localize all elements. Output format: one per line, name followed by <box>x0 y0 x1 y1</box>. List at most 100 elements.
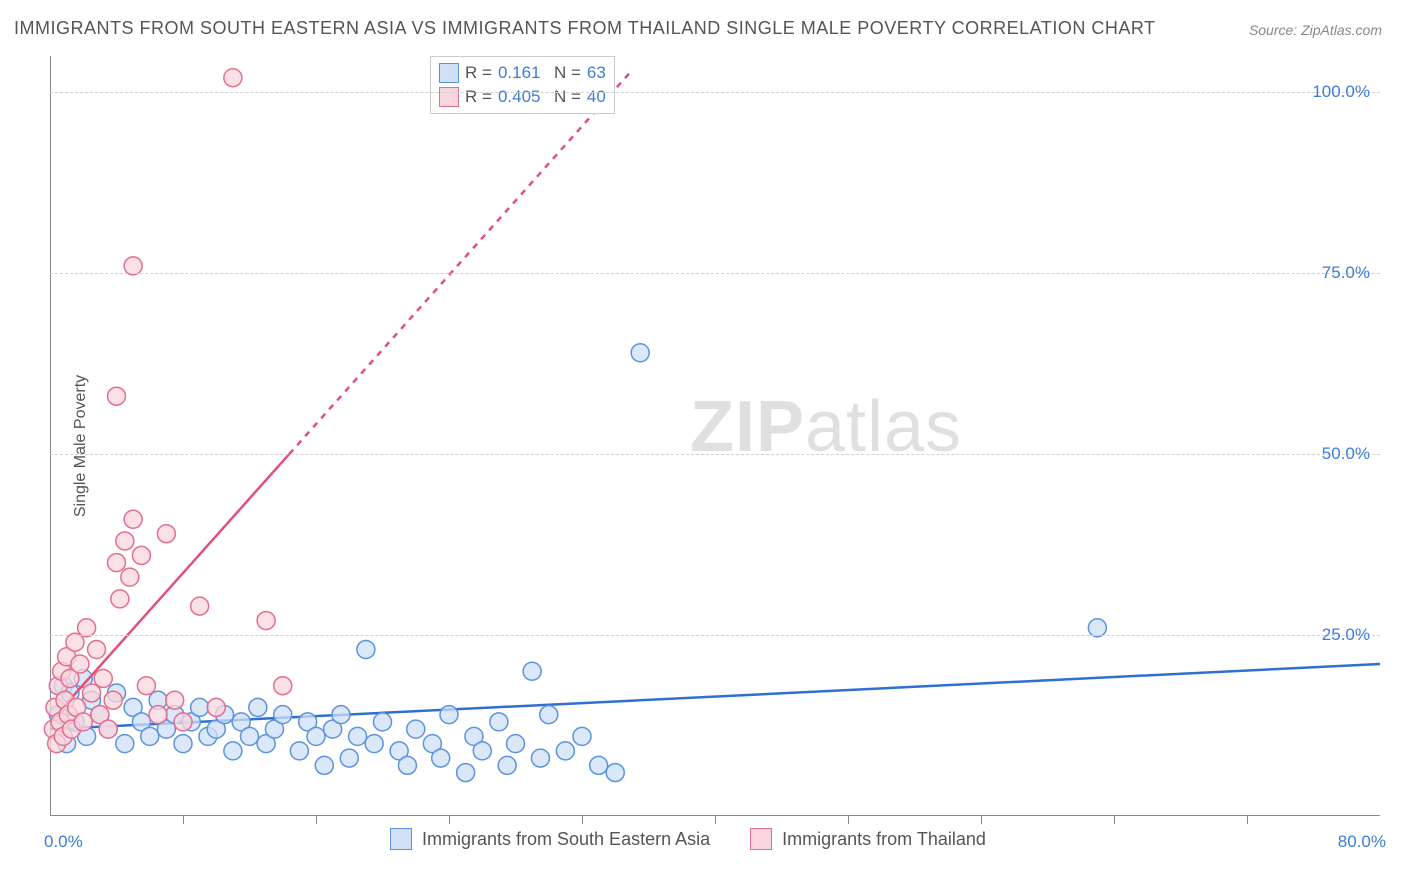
data-point <box>166 691 184 709</box>
data-point <box>241 727 259 745</box>
data-point <box>108 387 126 405</box>
data-point <box>116 735 134 753</box>
series-legend: Immigrants from South Eastern Asia Immig… <box>390 828 986 850</box>
data-point <box>88 641 106 659</box>
legend-swatch-blue <box>439 63 459 83</box>
r-label: R = <box>465 61 492 85</box>
data-point <box>498 756 516 774</box>
y-tick-label: 25.0% <box>1322 625 1370 645</box>
r-label: R = <box>465 85 492 109</box>
plot-area: ZIPatlas R = 0.161 N = 63 R = 0.405 N = … <box>50 56 1380 816</box>
y-tick-label: 100.0% <box>1312 82 1370 102</box>
data-point <box>573 727 591 745</box>
data-point <box>432 749 450 767</box>
data-point <box>191 698 209 716</box>
correlation-legend: R = 0.161 N = 63 R = 0.405 N = 40 <box>430 56 615 114</box>
grid-line <box>50 454 1380 455</box>
legend-row-blue: R = 0.161 N = 63 <box>439 61 606 85</box>
series-swatch-pink <box>750 828 772 850</box>
data-point <box>108 554 126 572</box>
grid-line <box>50 635 1380 636</box>
n-value-pink: 40 <box>587 85 606 109</box>
series-label-blue: Immigrants from South Eastern Asia <box>422 829 710 850</box>
data-point <box>257 612 275 630</box>
data-point <box>224 742 242 760</box>
data-point <box>71 655 89 673</box>
data-point <box>137 677 155 695</box>
data-point <box>606 764 624 782</box>
data-point <box>315 756 333 774</box>
data-point <box>457 764 475 782</box>
y-tick-label: 75.0% <box>1322 263 1370 283</box>
r-value-pink: 0.405 <box>498 85 548 109</box>
trend-line-solid <box>50 454 289 722</box>
x-tick <box>1114 816 1115 824</box>
data-point <box>523 662 541 680</box>
data-point <box>157 525 175 543</box>
data-point <box>124 510 142 528</box>
data-point <box>207 698 225 716</box>
r-value-blue: 0.161 <box>498 61 548 85</box>
x-tick <box>848 816 849 824</box>
data-point <box>74 713 92 731</box>
n-value-blue: 63 <box>587 61 606 85</box>
grid-line <box>50 92 1380 93</box>
series-label-pink: Immigrants from Thailand <box>782 829 986 850</box>
data-point <box>357 641 375 659</box>
data-point <box>174 713 192 731</box>
data-point <box>340 749 358 767</box>
grid-line <box>50 273 1380 274</box>
data-point <box>374 713 392 731</box>
data-point <box>398 756 416 774</box>
series-swatch-blue <box>390 828 412 850</box>
data-point <box>556 742 574 760</box>
y-tick-label: 50.0% <box>1322 444 1370 464</box>
data-point <box>440 706 458 724</box>
data-point <box>631 344 649 362</box>
data-point <box>99 720 117 738</box>
data-point <box>332 706 350 724</box>
data-point <box>307 727 325 745</box>
data-point <box>349 727 367 745</box>
data-point <box>141 727 159 745</box>
data-point <box>116 532 134 550</box>
data-point <box>540 706 558 724</box>
data-point <box>149 706 167 724</box>
x-tick <box>1247 816 1248 824</box>
chart-title: IMMIGRANTS FROM SOUTH EASTERN ASIA VS IM… <box>14 18 1156 39</box>
x-tick-label-max: 80.0% <box>1338 832 1386 852</box>
data-point <box>365 735 383 753</box>
data-point <box>224 69 242 87</box>
x-tick <box>449 816 450 824</box>
data-point <box>290 742 308 760</box>
data-point <box>191 597 209 615</box>
x-tick <box>582 816 583 824</box>
plot-svg <box>50 56 1380 816</box>
x-tick <box>715 816 716 824</box>
x-tick <box>981 816 982 824</box>
data-point <box>590 756 608 774</box>
data-point <box>531 749 549 767</box>
data-point <box>274 677 292 695</box>
data-point <box>249 698 267 716</box>
data-point <box>274 706 292 724</box>
n-label: N = <box>554 61 581 85</box>
x-tick <box>316 816 317 824</box>
data-point <box>111 590 129 608</box>
source-attribution: Source: ZipAtlas.com <box>1249 22 1382 38</box>
data-point <box>121 568 139 586</box>
legend-swatch-pink <box>439 87 459 107</box>
trend-line <box>289 70 632 454</box>
data-point <box>174 735 192 753</box>
data-point <box>507 735 525 753</box>
data-point <box>94 669 112 687</box>
data-point <box>104 691 122 709</box>
data-point <box>83 684 101 702</box>
n-label: N = <box>554 85 581 109</box>
data-point <box>407 720 425 738</box>
data-point <box>490 713 508 731</box>
x-tick <box>183 816 184 824</box>
data-point <box>132 546 150 564</box>
data-point <box>473 742 491 760</box>
legend-row-pink: R = 0.405 N = 40 <box>439 85 606 109</box>
